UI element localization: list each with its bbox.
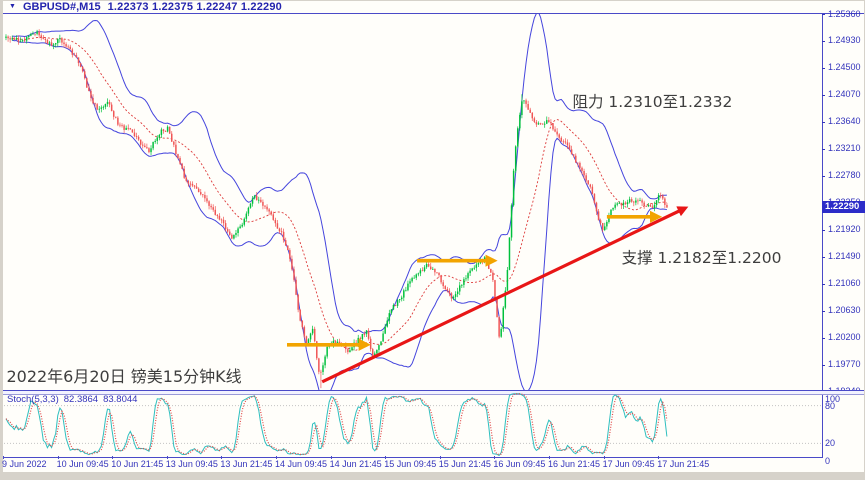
stoch-name: Stoch(5,3,3) [7, 394, 59, 405]
price-axis-label: 1.19770 [828, 359, 861, 370]
price-axis-tick [822, 14, 825, 15]
price-axis-label: 1.25360 [828, 8, 861, 19]
time-axis-tick [658, 456, 660, 459]
time-axis-label: 15 Jun 09:45 [384, 459, 437, 469]
price-axis-label: 1.24930 [828, 35, 861, 46]
price-axis-tick [822, 229, 825, 231]
time-axis-tick [3, 456, 4, 459]
bollinger-upper-band [12, 14, 667, 334]
price-axis-label: 1.24500 [828, 62, 861, 73]
bollinger-lower-band [12, 39, 668, 390]
time-axis-border [3, 457, 823, 458]
time-axis-tick [494, 456, 496, 459]
price-axis-tick [822, 121, 825, 123]
ohlc-values: 1.22373 1.22375 1.22247 1.22290 [107, 1, 282, 13]
stoch-indicator-label: Stoch(5,3,3) 82.3864 83.8044 [7, 394, 137, 405]
price-axis-tick [822, 175, 825, 177]
time-axis-label: 17 Jun 09:45 [602, 459, 655, 469]
price-axis-tick [822, 337, 825, 339]
symbol-dropdown-icon[interactable]: ▼ [9, 3, 16, 10]
stoch-value-k: 82.3864 [63, 394, 99, 405]
time-axis-tick [549, 456, 550, 459]
stoch-scale-label: 100 [825, 394, 841, 404]
price-axis-tick [822, 148, 825, 150]
chart-symbol-period: GBPUSD#,M15 [22, 1, 101, 13]
time-axis-tick [385, 456, 387, 459]
time-axis-tick [221, 456, 223, 459]
stoch-scale-label: 0 [825, 456, 831, 466]
annotation-resistance[interactable]: 阻力 1.2310至1.2332 [572, 92, 733, 111]
annotation-date-note[interactable]: 2022年6月20日 镑美15分钟K线 [6, 366, 242, 386]
candles [5, 29, 668, 389]
price-axis-tick [822, 40, 825, 42]
price-axis-tick [822, 94, 825, 96]
time-axis[interactable]: 9 Jun 2022 10 Jun 09:45 10 Jun 21:45 13 Jun… [2, 456, 823, 471]
time-axis-tick [112, 456, 114, 459]
time-axis-label: 17 Jun 21:45 [657, 459, 710, 469]
bollinger-middle-band [12, 36, 667, 351]
stoch-indicator-canvas[interactable] [4, 393, 822, 456]
price-axis-tick [822, 67, 825, 69]
time-axis-label: 16 Jun 09:45 [493, 459, 546, 469]
stoch-scale-label: 80 [825, 400, 836, 411]
price-axis-label: 1.22780 [828, 170, 861, 181]
chart-titlebar: ▼ GBPUSD#,M15 1.22373 1.22375 1.22247 1.… [3, 1, 864, 13]
price-axis-label: 1.20200 [828, 332, 861, 343]
trendline-object[interactable] [321, 206, 689, 384]
annotation-support[interactable]: 支撑 1.2182至1.2200 [621, 248, 782, 267]
time-axis-label: 10 Jun 09:45 [56, 459, 109, 469]
current-price-tag: 1.22290 [822, 200, 865, 213]
time-axis-label: 13 Jun 21:45 [220, 459, 273, 469]
time-axis-label: 14 Jun 09:45 [275, 459, 328, 469]
main-chart-canvas[interactable] [4, 14, 822, 390]
time-axis-tick [57, 456, 59, 459]
time-axis-label: 15 Jun 21:45 [438, 459, 491, 469]
stoch-scale: 100 80 20 0 [825, 0, 863, 480]
price-axis-label: 1.23640 [828, 116, 861, 127]
price-axis-label: 1.20630 [828, 305, 861, 316]
time-axis-label: 13 Jun 09:45 [165, 459, 218, 469]
stoch-scale-label: 20 [825, 438, 836, 449]
stoch-k-line [5, 393, 668, 456]
time-axis-label: 10 Jun 21:45 [111, 459, 164, 469]
titlebar-divider [3, 13, 864, 14]
time-axis-label: 14 Jun 21:45 [329, 459, 382, 469]
price-axis-label: 1.24070 [828, 89, 861, 100]
price-axis-label: 1.23210 [828, 143, 861, 154]
pane-separator[interactable] [3, 390, 864, 395]
time-axis-label: 9 Jun 2022 [2, 459, 47, 469]
price-axis-label: 1.21920 [828, 224, 861, 235]
price-axis-tick [822, 256, 825, 258]
time-axis-tick [439, 456, 441, 459]
time-axis-label: 16 Jun 21:45 [548, 459, 601, 469]
price-axis-label: 1.21490 [828, 251, 861, 262]
stoch-d-line [5, 393, 668, 456]
price-axis-tick [822, 283, 825, 285]
price-axis-border [822, 14, 823, 457]
stoch-value-d: 83.8044 [103, 394, 138, 405]
time-axis-tick [603, 456, 605, 459]
time-axis-tick [166, 456, 168, 459]
price-axis-tick [822, 364, 825, 366]
time-axis-tick [330, 456, 332, 459]
price-axis-label: 1.21060 [828, 278, 861, 289]
price-axis-tick [822, 310, 825, 312]
time-axis-tick [276, 456, 277, 459]
